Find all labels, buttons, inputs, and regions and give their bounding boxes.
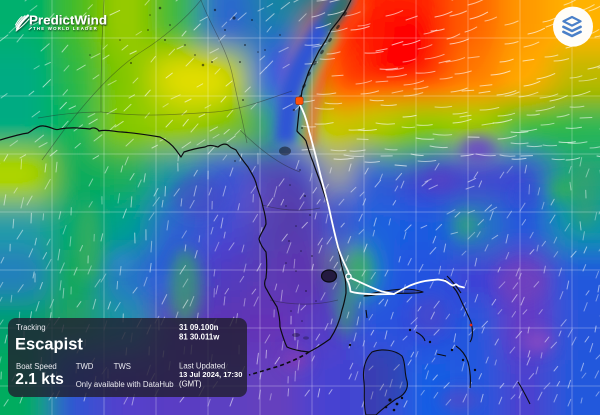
svg-text:Last Updated: Last Updated xyxy=(179,362,225,371)
svg-text:Boat Speed: Boat Speed xyxy=(16,362,57,371)
svg-text:TWD: TWD xyxy=(76,362,94,371)
svg-text:31 09.100n: 31 09.100n xyxy=(179,323,219,332)
svg-text:PredictWind: PredictWind xyxy=(29,14,107,28)
svg-text:THE WORLD LEADER: THE WORLD LEADER xyxy=(33,26,98,31)
svg-text:(GMT): (GMT) xyxy=(179,379,202,388)
svg-text:Escapist: Escapist xyxy=(15,336,83,354)
svg-text:13 Jul 2024, 17:30: 13 Jul 2024, 17:30 xyxy=(179,370,242,379)
svg-text:TWS: TWS xyxy=(114,362,131,371)
svg-text:2.1 kts: 2.1 kts xyxy=(15,371,64,388)
svg-text:Tracking: Tracking xyxy=(16,323,46,332)
svg-text:Only available with DataHub: Only available with DataHub xyxy=(76,380,175,389)
svg-text:81 30.011w: 81 30.011w xyxy=(179,333,220,342)
